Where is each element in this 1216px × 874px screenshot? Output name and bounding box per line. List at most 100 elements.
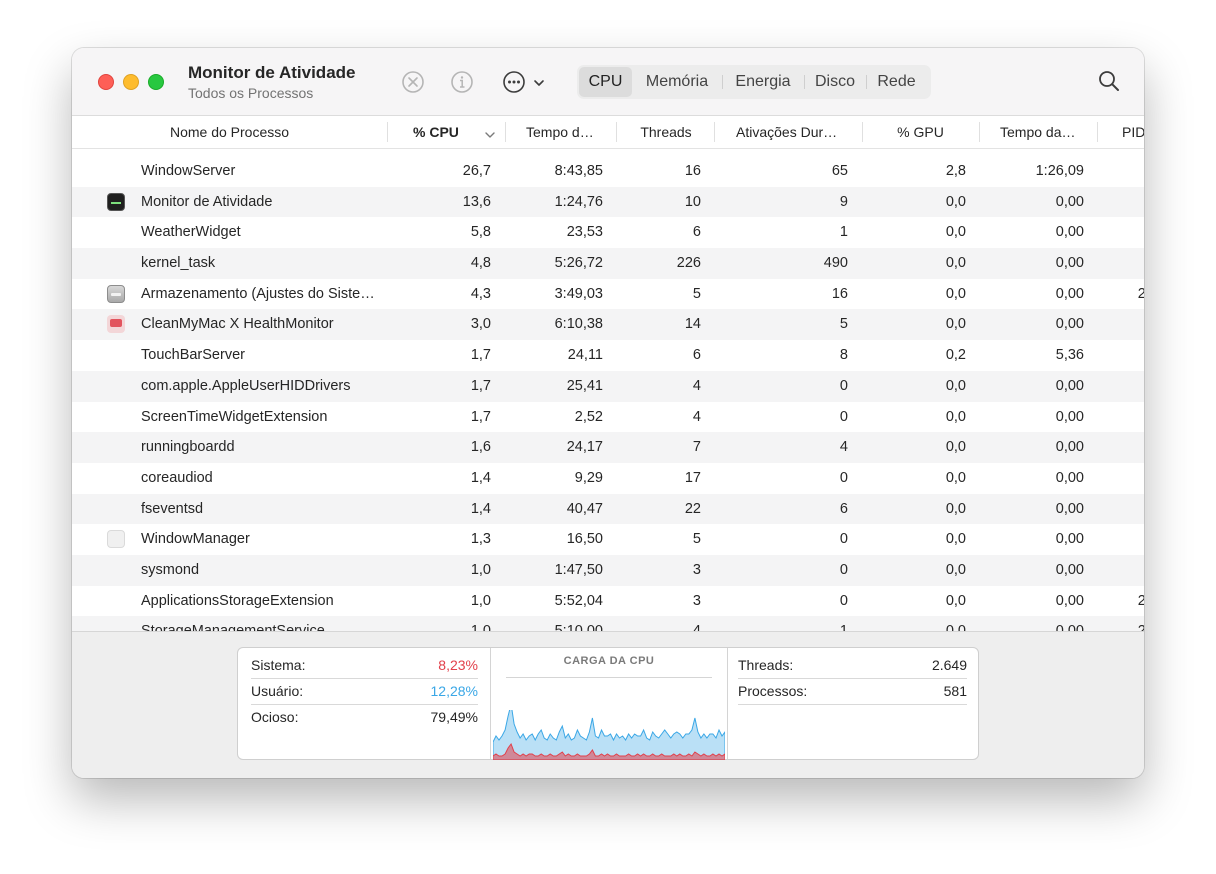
column-header-threads[interactable]: Threads: [640, 124, 692, 140]
thread-count-cell: 4: [617, 616, 701, 631]
table-row[interactable]: StorageManagementService1,05:10,00410,00…: [72, 616, 1144, 631]
gpu-time-cell: 0,00: [1055, 531, 1084, 548]
cpu-time-cell: 40,47: [566, 500, 603, 517]
column-divider: [387, 122, 388, 142]
thread-count-cell: 22: [684, 500, 701, 517]
thread-count-cell: 6: [692, 224, 701, 241]
table-row[interactable]: fseventsd 1,4 40,47 22 6 0,0 0,00 11: [72, 493, 1144, 525]
gpu-percent-cell: 0,0: [872, 616, 966, 631]
sort-descending-icon[interactable]: [484, 127, 496, 138]
stat-system-value: 8,23%: [438, 657, 478, 673]
process-name-cell: kernel_task: [141, 255, 216, 272]
tab-rede[interactable]: Rede: [866, 67, 927, 97]
gpu-time-cell: 0,00: [1055, 469, 1084, 486]
cpu-percent-cell: 5,8: [470, 224, 491, 241]
cleanmymac-icon: [107, 315, 125, 334]
idle-wakeups-cell: 0: [839, 531, 848, 548]
toolbar: Monitor de Atividade Todos os Processos: [72, 48, 1144, 116]
column-header-cpu-time[interactable]: Tempo d…: [526, 124, 594, 140]
gpu-time-cell: 0,00: [1055, 224, 1084, 241]
cpu-percent-cell: 1,0: [470, 592, 491, 609]
thread-count-cell: 7: [692, 439, 701, 456]
pid-cell: 50: [1102, 524, 1144, 555]
table-row[interactable]: Armazenamento (Ajustes do Sistema) 4,3 3:4…: [72, 279, 1144, 310]
table-row[interactable]: coreaudiod 1,4 9,29 17 0 0,0 0,00 24: [72, 463, 1144, 494]
gpu-percent-cell: 2,8: [945, 163, 966, 179]
gpu-percent-cell: 0,0: [945, 592, 966, 609]
column-header-pid[interactable]: PID: [1122, 124, 1144, 140]
idle-wakeups-cell: 1: [722, 616, 848, 631]
pid-cell: 11: [1102, 494, 1144, 525]
cpu-time-cell: 16,50: [566, 531, 603, 548]
column-header-gpu[interactable]: % GPU: [897, 124, 944, 140]
cpu-percent-cell: 1,0: [402, 616, 491, 631]
gpu-time-cell: 0,00: [1055, 500, 1084, 517]
cpu-time-cell: 5:10,00: [512, 616, 603, 631]
more-options-icon[interactable]: [501, 69, 527, 95]
stop-process-icon[interactable]: [400, 69, 426, 95]
stat-processes-value: 581: [943, 683, 967, 699]
gpu-percent-cell: 0,0: [945, 531, 966, 548]
cpu-time-cell: 2,52: [574, 408, 603, 425]
cpu-time-cell: 5:26,72: [554, 255, 603, 272]
table-row[interactable]: ApplicationsStorageExtension 1,0 5:52,04 3 0…: [72, 586, 1144, 617]
pid-cell: 79: [1102, 309, 1144, 340]
column-header-cpu[interactable]: % CPU: [413, 124, 459, 140]
tab-memoria[interactable]: Memória: [645, 73, 709, 90]
stat-threads: Threads: 2.649: [738, 652, 967, 679]
table-row[interactable]: runningboardd 1,6 24,17 7 4 0,0 0,00 19: [72, 432, 1144, 463]
gpu-time-cell: 0,00: [1055, 316, 1084, 333]
thread-count-cell: 4: [692, 377, 701, 394]
gpu-time-cell: 0,00: [1055, 592, 1084, 609]
column-header-process-name[interactable]: Nome do Processo: [169, 124, 290, 140]
table-header: Nome do Processo % CPU Tempo d… Threads …: [72, 116, 1144, 149]
idle-wakeups-cell: 0: [839, 592, 848, 609]
thread-count-cell: 14: [684, 316, 701, 333]
chevron-down-icon[interactable]: [533, 76, 545, 88]
zoom-window-button[interactable]: [148, 74, 164, 90]
idle-wakeups-cell: 65: [831, 163, 848, 179]
cpu-percent-cell: 1,0: [470, 561, 491, 578]
column-header-idle-wakeups[interactable]: Ativações Dur…: [736, 124, 838, 140]
column-header-gpu-time[interactable]: Tempo da…: [1000, 124, 1076, 140]
cpu-percent-cell: 1,3: [470, 531, 491, 548]
cpu-time-cell: 8:43,85: [554, 163, 603, 179]
table-row[interactable]: Monitor de Atividade 13,6 1:24,76 10 9 0,0 0,0…: [72, 186, 1144, 218]
close-window-button[interactable]: [98, 74, 114, 90]
info-icon[interactable]: [449, 69, 475, 95]
pid-cell: [1102, 248, 1144, 279]
table-row[interactable]: CleanMyMac X HealthMonitor 3,0 6:10,38 14 5 0…: [72, 309, 1144, 341]
tab-energia[interactable]: Energia: [722, 67, 804, 97]
table-row[interactable]: ScreenTimeWidgetExtension 1,7 2,52 4 0 0,0 0,0…: [72, 402, 1144, 433]
stat-system: Sistema: 8,23%: [251, 652, 478, 679]
process-name-cell: Armazenamento (Ajustes do Sistema): [141, 285, 379, 302]
window-manager-icon: [107, 530, 125, 549]
search-icon[interactable]: [1097, 69, 1121, 93]
table-row[interactable]: WindowServer 26,7 8:43,85 16 65 2,8 1:26,09 17: [72, 156, 1144, 187]
idle-wakeups-cell: 6: [839, 500, 848, 517]
cpu-time-cell: 1:24,76: [554, 193, 603, 210]
table-row[interactable]: WeatherWidget 5,8 23,53 6 1 0,0 0,00 59: [72, 217, 1144, 248]
table-row[interactable]: com.apple.AppleUserHIDDrivers 1,7 25,41 4 0 0…: [72, 370, 1144, 402]
stat-user: Usuário: 12,28%: [251, 678, 478, 705]
process-name-cell: WeatherWidget: [141, 224, 241, 241]
cpu-time-cell: 6:10,38: [554, 316, 603, 333]
tab-disco[interactable]: Disco: [804, 67, 866, 97]
idle-wakeups-cell: 0: [839, 561, 848, 578]
tab-cpu[interactable]: CPU: [579, 67, 632, 97]
column-divider: [1097, 122, 1098, 142]
table-row[interactable]: sysmond 1,0 1:47,50 3 0 0,0 0,00 40: [72, 554, 1144, 586]
column-divider: [714, 122, 715, 142]
process-name-cell: Monitor de Atividade: [141, 193, 273, 210]
cpu-percent-cell: 1,6: [470, 439, 491, 456]
cpu-time-cell: 1:47,50: [554, 561, 603, 578]
table-row[interactable]: TouchBarServer 1,7 24,11 6 8 0,2 5,36 39: [72, 340, 1144, 371]
cpu-load-title: CARGA DA CPU: [563, 655, 655, 667]
cpu-system-series: [493, 742, 725, 760]
window-subtitle: Todos os Processos: [188, 85, 314, 101]
pid-cell: 208: [1137, 592, 1144, 609]
minimize-window-button[interactable]: [123, 74, 139, 90]
pid-cell: 40: [1102, 555, 1144, 586]
table-row[interactable]: kernel_task 4,8 5:26,72 226 490 0,0 0,00: [72, 248, 1144, 279]
